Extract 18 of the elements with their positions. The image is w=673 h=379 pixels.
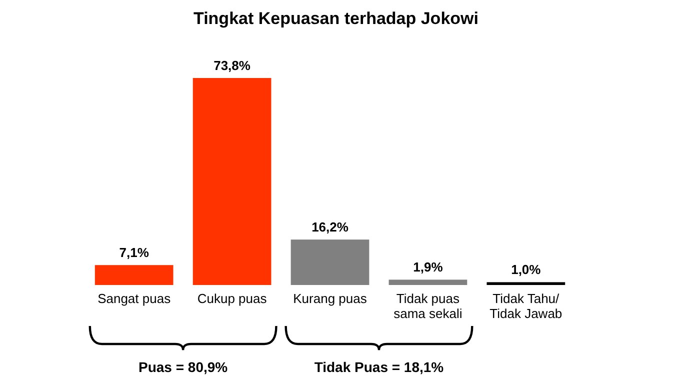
x-tick-label: Sangat puas xyxy=(98,291,172,306)
data-label: 73,8% xyxy=(214,58,251,73)
data-label: 1,0% xyxy=(511,262,542,278)
bar xyxy=(94,265,174,285)
text: Puas = 80,9% xyxy=(138,359,228,375)
data-label: 7,1% xyxy=(119,245,150,260)
chart-title: Tingkat Kepuasan terhadap Jokowi xyxy=(194,9,478,28)
bar xyxy=(388,280,468,285)
data-label: 16,2% xyxy=(312,220,349,235)
x-tick-label: Tidak Tahu/ Tidak Jawab xyxy=(490,291,562,321)
bar xyxy=(486,282,566,285)
x-tick-label: Tidak puas sama sekali xyxy=(394,291,462,321)
x-tick-label: Cukup puas xyxy=(197,291,268,306)
text: Tidak Puas = 18,1% xyxy=(314,359,444,375)
data-label: 1,9% xyxy=(413,260,444,275)
x-tick-label: Kurang puas xyxy=(293,291,368,306)
bar xyxy=(192,78,272,285)
bar xyxy=(290,240,370,285)
